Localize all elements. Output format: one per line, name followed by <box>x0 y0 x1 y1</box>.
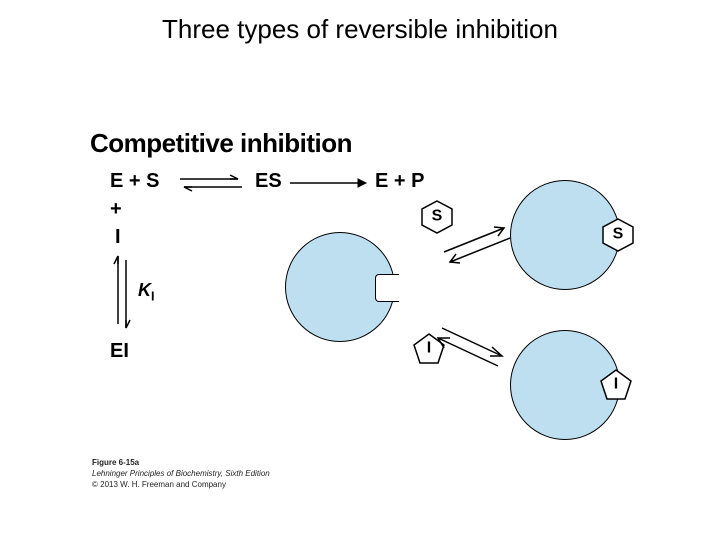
scheme-es: ES <box>255 170 282 193</box>
substrate-bound: S <box>601 218 635 252</box>
inhibitor-bound-label: I <box>614 376 618 394</box>
eq-arrows-i-ei <box>112 250 132 335</box>
ki-sub: I <box>151 290 155 304</box>
caption-copyright: © 2013 W. H. Freeman and Company <box>92 480 226 490</box>
scheme-ei: EI <box>110 340 129 363</box>
arrow-es-to-ep <box>288 175 368 191</box>
eq-arrows-enzyme-ei <box>432 320 512 375</box>
scheme-e-plus-s: E + S <box>110 170 159 193</box>
inhibitor-bound: I <box>599 368 633 402</box>
caption-source: Lehninger Principles of Biochemistry, Si… <box>92 469 270 479</box>
inhibitor-label: I <box>427 340 431 358</box>
scheme-e-plus-p: E + P <box>375 170 424 193</box>
eq-arrows-e-s-es <box>176 172 246 194</box>
enzyme-free <box>285 232 395 342</box>
eq-arrows-enzyme-es <box>438 218 518 268</box>
scheme-ki: KI <box>138 280 155 304</box>
ki-k: K <box>138 280 151 300</box>
slide-title: Three types of reversible inhibition <box>0 14 720 45</box>
section-heading: Competitive inhibition <box>90 128 352 159</box>
enzyme-active-site-notch <box>375 274 403 302</box>
caption-figure: Figure 6-15a <box>92 458 139 468</box>
substrate-bound-label: S <box>613 226 624 244</box>
scheme-i: I <box>115 226 121 249</box>
scheme-plus: + <box>110 198 122 221</box>
